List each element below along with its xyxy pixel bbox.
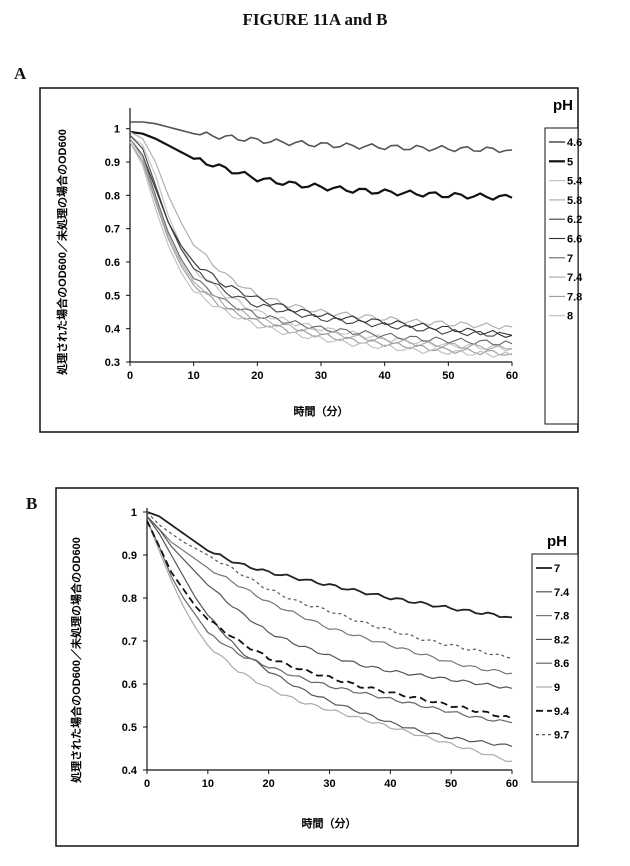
x-tick-label: 0 [127,370,133,382]
y-tick-label: 0.3 [105,357,120,369]
legend-label-ph-7: 7 [554,563,560,575]
series-line-ph-6-6 [130,139,512,338]
y-tick-label: 0.8 [105,190,120,202]
legend-label-ph-8-6: 8.6 [554,658,569,670]
x-axis-label: 時間（分） [302,816,357,830]
x-tick-label: 60 [506,778,518,790]
series-line-ph-5-8 [130,132,512,329]
x-tick-label: 20 [263,778,275,790]
x-tick-label: 30 [315,370,327,382]
series-line-ph-7 [130,139,512,345]
series-line-ph-7-8 [147,516,512,674]
x-tick-label: 0 [144,778,150,790]
y-tick-label: 0.5 [105,290,120,302]
x-tick-label: 60 [506,370,518,382]
legend-label-ph-8: 8 [567,311,573,323]
y-tick-label: 0.7 [122,636,137,648]
chart-panel-b: 0 10 20 30 40 50 60 0.4 0.5 0.6 0.7 0.8 0.9 1 時間（分） 処理さ… [56,488,578,846]
legend-label-ph-6-6: 6.6 [567,234,582,246]
series-line-ph-5-4 [130,135,512,351]
series-line-ph-8 [130,142,512,357]
y-axis-label: 処理された場合のOD600／未処理の場合のOD600 [69,537,83,784]
legend-label-ph-5-4: 5.4 [567,176,583,188]
series-line-ph-8-6 [147,521,512,723]
legend-label-ph-7-4: 7.4 [554,587,570,599]
legend-label-ph-5-8: 5.8 [567,195,582,207]
legend-label-ph-7-4: 7.4 [567,272,583,284]
x-tick-label: 10 [202,778,214,790]
legend-label-ph-8-2: 8.2 [554,634,569,646]
chart-frame [40,88,578,432]
series-line-ph-8-2 [147,516,512,688]
legend-label-ph-9: 9 [554,682,560,694]
legend-label-ph-9-7: 9.7 [554,730,569,742]
legend-label-ph-5: 5 [567,156,573,168]
series-line-ph-7-4 [130,139,512,350]
x-tick-label: 40 [384,778,396,790]
series-line-ph-4-6 [130,122,512,152]
series-line-ph-9 [147,521,512,762]
y-tick-label: 1 [114,124,120,136]
legend-label-ph-7-8: 7.8 [554,611,569,623]
x-tick-label: 20 [251,370,263,382]
y-tick-label: 0.6 [122,679,137,691]
y-tick-label: 0.4 [105,324,121,336]
x-tick-label: 10 [188,370,200,382]
x-axis-label: 時間（分） [294,404,349,418]
x-tick-label: 50 [442,370,454,382]
legend-title: pH [547,533,567,550]
y-tick-label: 0.9 [105,157,120,169]
y-tick-label: 0.7 [105,224,120,236]
chart-panel-a: 0 10 20 30 40 50 60 0.3 0.4 0.5 0.6 0.7 0.8 0.9 1 時間（分）… [40,88,583,432]
series-line-ph-7 [147,512,512,617]
legend-label-ph-6-2: 6.2 [567,214,582,226]
y-tick-label: 0.9 [122,550,137,562]
y-tick-label: 0.6 [105,257,120,269]
legend-label-ph-7-8: 7.8 [567,291,582,303]
legend-label-ph-7: 7 [567,253,573,265]
y-tick-label: 1 [131,507,137,519]
legend-title: pH [553,97,573,114]
chart-frame [56,488,578,846]
series-line-ph-9-4 [147,521,512,719]
x-tick-label: 30 [323,778,335,790]
y-tick-label: 0.8 [122,593,137,605]
y-tick-label: 0.4 [122,765,138,777]
y-tick-label: 0.5 [122,722,137,734]
legend-label-ph-4-6: 4.6 [567,137,582,149]
series-line-ph-7-8 [130,142,512,355]
legend-label-ph-9-4: 9.4 [554,706,570,718]
x-tick-label: 50 [445,778,457,790]
x-tick-label: 40 [379,370,391,382]
series-line-ph-6-2 [130,135,512,336]
y-axis-label: 処理された場合のOD600／未処理の場合のOD600 [55,129,69,376]
